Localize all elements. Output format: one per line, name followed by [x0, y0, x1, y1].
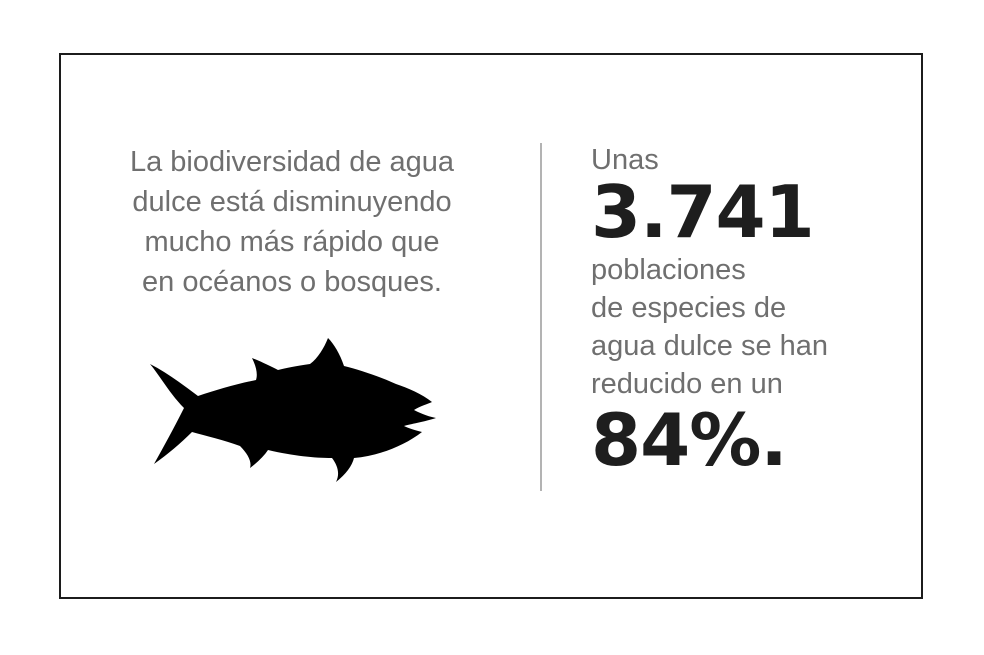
decline-percentage: 84%. [591, 398, 788, 482]
statement-line-1: La biodiversidad de agua [129, 146, 455, 178]
fish-icon [150, 338, 436, 482]
statistic-description: poblaciones de especies de agua dulce se… [591, 251, 911, 403]
description-line-2: de especies de [591, 292, 787, 324]
statement-line-2: dulce está disminuyendo [132, 186, 452, 218]
biodiversity-statement: La biodiversidad de agua dulce está dism… [112, 142, 472, 302]
statistic-block: Unas 3.741 poblaciones de especies de ag… [591, 141, 911, 477]
infographic-card [59, 53, 923, 599]
vertical-divider [540, 143, 542, 491]
description-line-1: poblaciones [591, 254, 746, 286]
description-line-4: reducido en un [591, 368, 783, 400]
population-count: 3.741 [591, 170, 815, 254]
statement-line-4: en océanos o bosques. [142, 266, 442, 298]
description-line-3: agua dulce se han [591, 330, 829, 362]
intro-text: Unas [591, 144, 659, 176]
statement-line-3: mucho más rápido que [144, 226, 440, 258]
